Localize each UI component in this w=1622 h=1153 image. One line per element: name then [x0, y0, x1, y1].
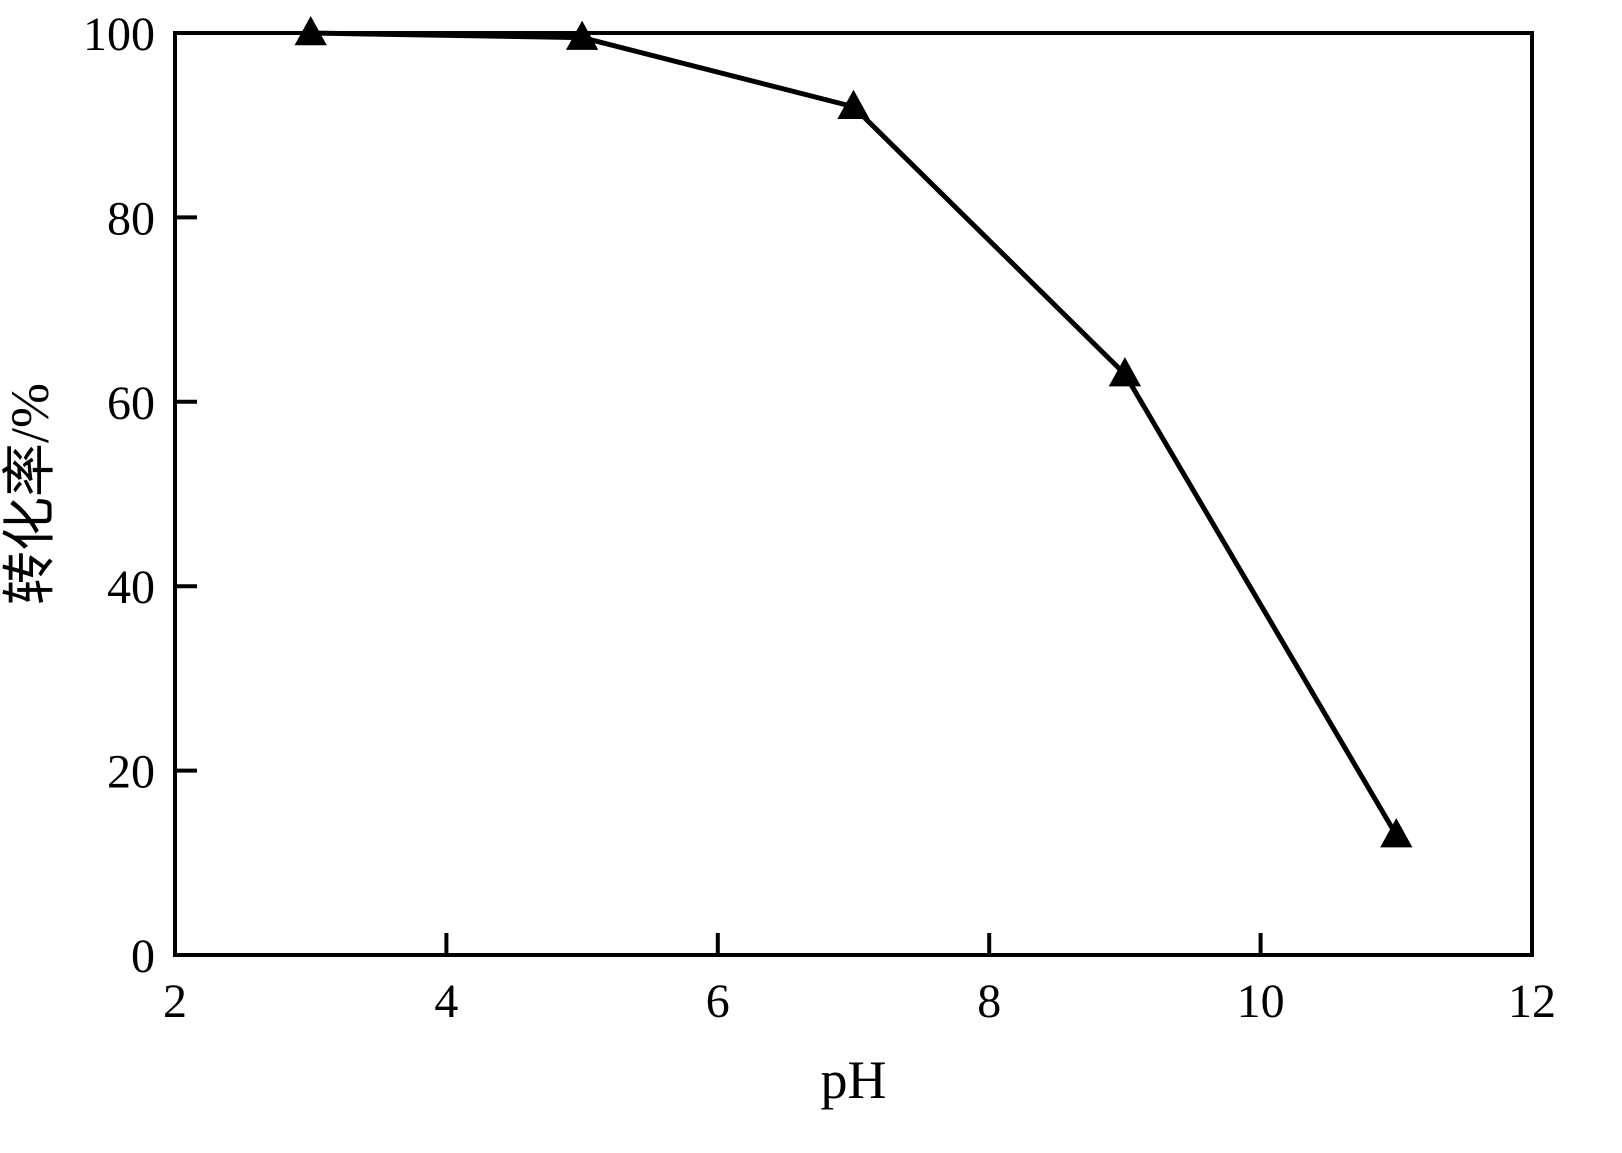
data-point-marker: [837, 89, 870, 119]
y-axis-label: 转化率/%: [0, 383, 60, 605]
x-tick-label: 4: [434, 975, 458, 1028]
x-tick-label: 2: [163, 975, 187, 1028]
y-tick-label: 100: [83, 8, 155, 61]
data-point-marker: [565, 20, 599, 50]
y-tick-label: 80: [107, 192, 155, 245]
data-point-marker: [1108, 357, 1142, 387]
data-point-marker: [1380, 818, 1413, 848]
x-tick-label: 6: [706, 975, 730, 1028]
x-tick-label: 8: [977, 975, 1001, 1028]
x-tick-label: 10: [1237, 975, 1285, 1028]
x-axis-label: pH: [821, 1050, 887, 1110]
y-tick-label: 60: [107, 377, 155, 430]
data-line-conversion-rate: [310, 30, 1399, 837]
y-tick-label: 40: [107, 561, 155, 614]
x-tick-label: 12: [1508, 975, 1556, 1028]
y-tick-label: 0: [131, 930, 155, 983]
data-point-marker: [294, 16, 327, 46]
plot-frame: [173, 31, 1534, 957]
y-tick-label: 20: [107, 746, 155, 799]
